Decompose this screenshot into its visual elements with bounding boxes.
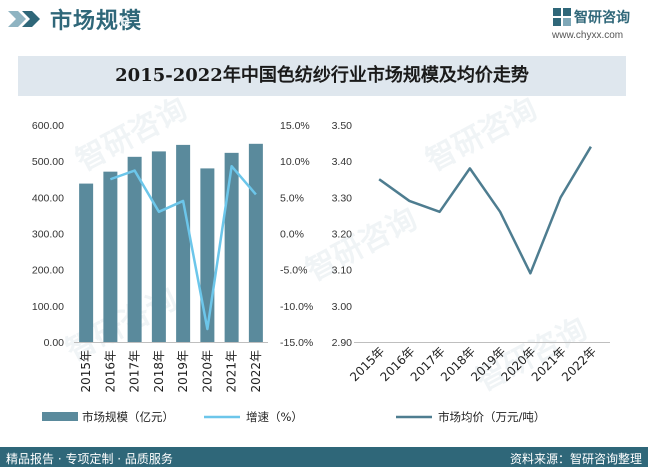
left-axis-tick-label: 300.00 — [32, 229, 64, 241]
price-axis-tick-label: 2.90 — [332, 337, 353, 349]
price-axis-tick-label: 3.20 — [332, 229, 353, 241]
bar — [200, 168, 215, 342]
left-axis-tick-label: 0.00 — [44, 337, 65, 349]
left-axis-tick-label: 200.00 — [32, 265, 64, 277]
zhiyan-logo-icon — [553, 8, 571, 26]
bar — [176, 144, 191, 342]
price-axis-tick-label: 3.40 — [332, 156, 353, 168]
x-axis-tick-label: 2017年 — [128, 350, 142, 393]
price-x-axis-tick-label: 2022年 — [559, 344, 599, 384]
chart-title-band: 2015-2022年中国色纺纱行业市场规模及均价走势 — [18, 56, 626, 96]
footer: 精品报告 · 专项定制 · 品质服务 资料来源：智研咨询整理 — [0, 447, 648, 467]
price-axis-tick-label: 3.50 — [332, 120, 353, 132]
header: 市场规模 e 智研咨询 www.chyxx.com — [0, 0, 648, 44]
left-axis-tick-label: 100.00 — [32, 301, 64, 313]
growth-series-line — [109, 164, 257, 331]
footer-source: 资料来源：智研咨询整理 — [509, 452, 642, 466]
chevron-pair-icon — [8, 11, 40, 27]
bar — [151, 151, 166, 342]
left-axis-tick-label: 600.00 — [32, 120, 64, 132]
chart-title: 2015-2022年中国色纺纱行业市场规模及均价走势 — [115, 65, 529, 86]
left-axis-tick-label: 400.00 — [32, 192, 64, 204]
right-axis-tick-label: -15.0% — [280, 337, 313, 349]
bar — [103, 171, 118, 342]
brand-name: 智研咨询 — [574, 10, 630, 26]
bar — [79, 183, 94, 342]
right-axis-tick-label: 10.0% — [280, 156, 310, 168]
right-axis-tick-label: -10.0% — [280, 301, 313, 313]
legend-swatch-market-size — [42, 412, 78, 421]
x-axis-tick-label: 2016年 — [103, 350, 117, 393]
right-axis-tick-label: 0.0% — [280, 229, 304, 241]
left-axis-tick-label: 500.00 — [32, 156, 64, 168]
brand: 智研咨询 www.chyxx.com — [552, 5, 644, 41]
footer-tagline: 精品报告 · 专项定制 · 品质服务 — [6, 452, 173, 466]
x-axis-tick-label: 2022年 — [249, 350, 263, 393]
legend-label-growth: 增速（%） — [246, 410, 303, 424]
x-axis-tick-label: 2015年 — [79, 350, 93, 393]
right-axis-tick-label: 15.0% — [280, 120, 310, 132]
right-axis-tick-label: 5.0% — [280, 192, 304, 204]
legend-label-market-size: 市场规模（亿元） — [82, 410, 174, 424]
bar — [248, 143, 263, 342]
price-axis-tick-label: 3.10 — [332, 265, 353, 277]
brand-url: www.chyxx.com — [552, 30, 624, 41]
price-series-line — [378, 146, 592, 275]
x-axis-tick-label: 2020年 — [200, 350, 214, 393]
x-axis-tick-label: 2021年 — [225, 350, 239, 393]
bar — [224, 152, 239, 342]
price-axis-tick-label: 3.30 — [332, 192, 353, 204]
header-ghost-text: e — [120, 10, 132, 30]
x-axis-tick-label: 2019年 — [176, 350, 190, 393]
legend-label-price: 市场均价（万元/吨） — [438, 410, 545, 424]
x-axis-tick-label: 2018年 — [152, 350, 166, 393]
header-title: 市场规模 — [50, 9, 143, 34]
right-axis-tick-label: -5.0% — [280, 265, 307, 277]
bar — [127, 156, 142, 342]
price-axis-tick-label: 3.00 — [332, 301, 353, 313]
